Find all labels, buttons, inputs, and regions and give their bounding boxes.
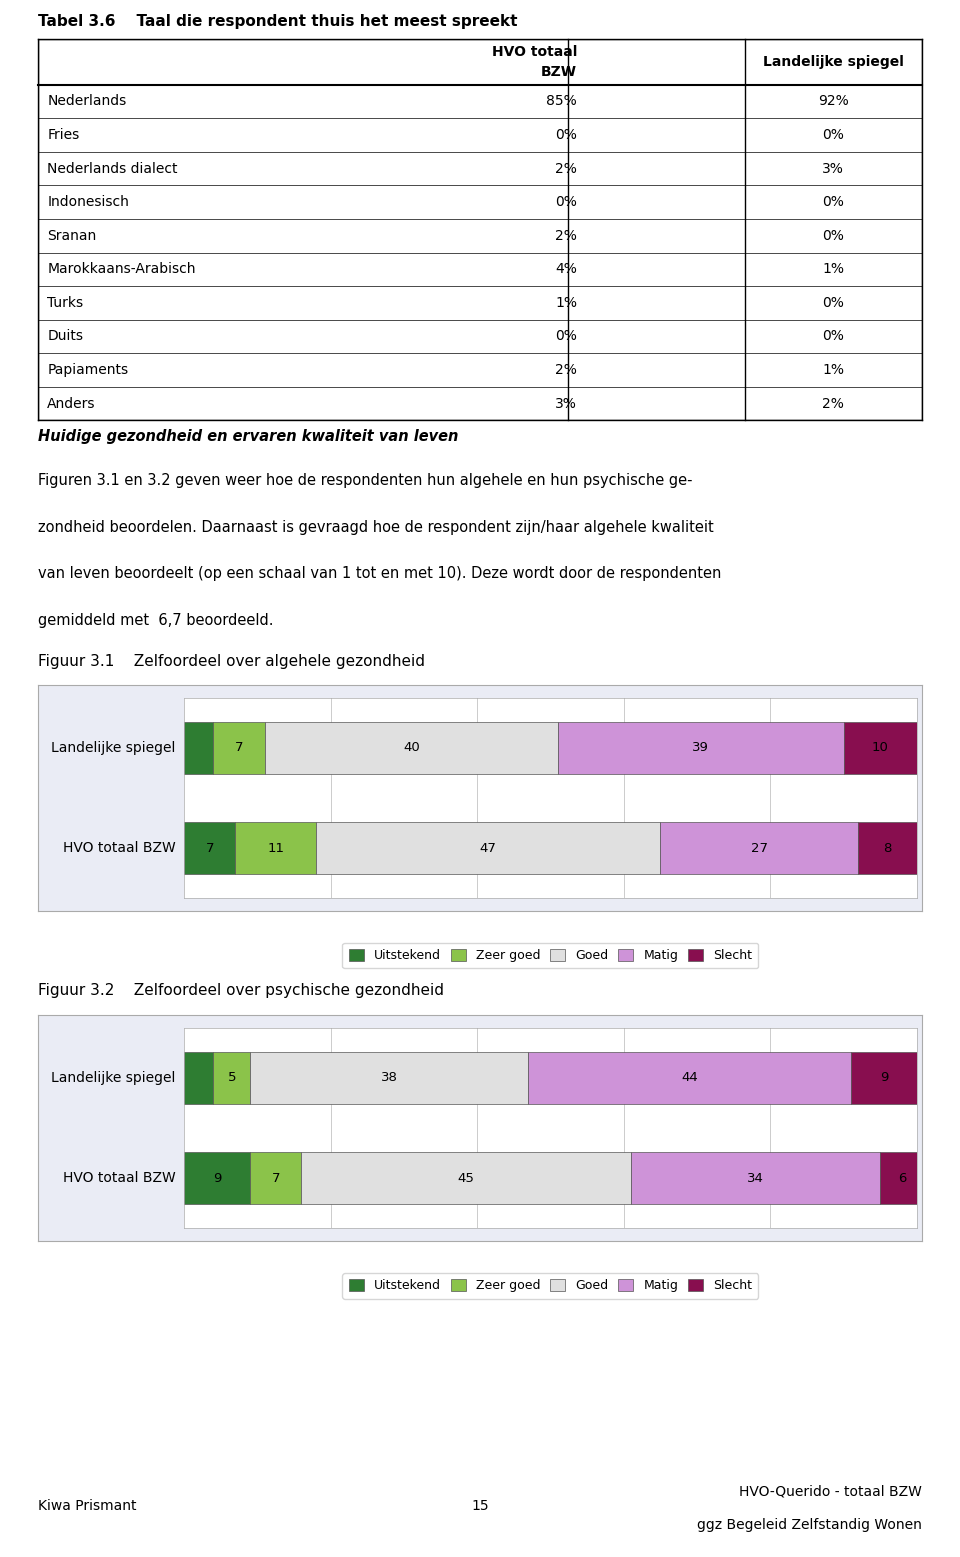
Text: ggz Begeleid Zelfstandig Wonen: ggz Begeleid Zelfstandig Wonen (697, 1518, 922, 1532)
Text: 0%: 0% (823, 330, 844, 344)
Text: 7: 7 (272, 1172, 280, 1185)
Bar (184, 721, 213, 774)
Text: Indonesisch: Indonesisch (47, 195, 129, 209)
Text: zondheid beoordelen. Daarnaast is gevraagd hoe de respondent zijn/haar algehele : zondheid beoordelen. Daarnaast is gevraa… (38, 520, 714, 534)
Text: 7: 7 (235, 741, 243, 754)
Text: 8: 8 (883, 842, 892, 855)
Bar (213, 721, 265, 774)
Text: 38: 38 (381, 1071, 397, 1084)
Text: 1%: 1% (555, 296, 577, 310)
Text: 0%: 0% (555, 195, 577, 209)
Text: 11: 11 (267, 842, 284, 855)
Text: 9: 9 (213, 1172, 222, 1185)
Bar (316, 822, 660, 875)
Text: Figuren 3.1 en 3.2 geven weer hoe de respondenten hun algehele en hun psychische: Figuren 3.1 en 3.2 geven weer hoe de res… (38, 473, 693, 489)
Text: Duits: Duits (47, 330, 84, 344)
Text: 5: 5 (228, 1071, 236, 1084)
Bar (235, 822, 316, 875)
Text: 34: 34 (747, 1172, 764, 1185)
Bar (265, 721, 558, 774)
Bar (184, 822, 235, 875)
Text: HVO-Querido - totaal BZW: HVO-Querido - totaal BZW (739, 1485, 922, 1499)
Text: 0%: 0% (823, 128, 844, 142)
Text: 0%: 0% (823, 229, 844, 243)
Text: van leven beoordeelt (op een schaal van 1 tot en met 10). Deze wordt door de res: van leven beoordeelt (op een schaal van … (38, 567, 722, 581)
Text: Turks: Turks (47, 296, 84, 310)
Text: 0%: 0% (823, 296, 844, 310)
Text: 1%: 1% (823, 363, 844, 377)
Text: 3%: 3% (555, 397, 577, 411)
Text: 45: 45 (458, 1172, 474, 1185)
Text: 85%: 85% (546, 95, 577, 109)
Text: 39: 39 (692, 741, 709, 754)
Text: HVO totaal: HVO totaal (492, 45, 577, 59)
Text: Nederlands: Nederlands (47, 95, 127, 109)
Text: 7: 7 (205, 842, 214, 855)
Bar (880, 1152, 924, 1205)
Bar (844, 721, 917, 774)
Bar (858, 822, 917, 875)
Text: Marokkaans-Arabisch: Marokkaans-Arabisch (47, 262, 196, 276)
Text: 92%: 92% (818, 95, 849, 109)
Text: BZW: BZW (541, 65, 577, 79)
Text: 2%: 2% (555, 162, 577, 176)
Text: 4%: 4% (555, 262, 577, 276)
Legend: Uitstekend, Zeer goed, Goed, Matig, Slecht: Uitstekend, Zeer goed, Goed, Matig, Slec… (343, 944, 758, 968)
Bar (213, 1051, 250, 1104)
Bar (250, 1051, 529, 1104)
Text: Figuur 3.1    Zelfoordeel over algehele gezondheid: Figuur 3.1 Zelfoordeel over algehele gez… (38, 654, 425, 670)
Bar (660, 822, 858, 875)
Text: 9: 9 (879, 1071, 888, 1084)
Legend: Uitstekend, Zeer goed, Goed, Matig, Slecht: Uitstekend, Zeer goed, Goed, Matig, Slec… (343, 1274, 758, 1299)
Bar (250, 1152, 301, 1205)
Text: 2%: 2% (555, 363, 577, 377)
Text: 0%: 0% (555, 128, 577, 142)
Text: Anders: Anders (47, 397, 96, 411)
Text: 1%: 1% (823, 262, 844, 276)
Text: 2%: 2% (555, 229, 577, 243)
Text: 2%: 2% (823, 397, 844, 411)
Bar (631, 1152, 880, 1205)
Text: Landelijke spiegel: Landelijke spiegel (51, 741, 176, 755)
Text: gemiddeld met  6,7 beoordeeld.: gemiddeld met 6,7 beoordeeld. (38, 613, 274, 627)
Text: Tabel 3.6    Taal die respondent thuis het meest spreekt: Tabel 3.6 Taal die respondent thuis het … (38, 14, 517, 30)
Text: 6: 6 (898, 1172, 906, 1185)
Text: 44: 44 (682, 1071, 698, 1084)
Text: Landelijke spiegel: Landelijke spiegel (763, 54, 903, 69)
Text: Fries: Fries (47, 128, 80, 142)
Bar (529, 1051, 851, 1104)
Text: Papiaments: Papiaments (47, 363, 129, 377)
Bar (851, 1051, 917, 1104)
Text: 47: 47 (480, 842, 496, 855)
Text: Kiwa Prismant: Kiwa Prismant (38, 1499, 137, 1512)
Text: HVO totaal BZW: HVO totaal BZW (62, 1171, 176, 1185)
Text: Nederlands dialect: Nederlands dialect (47, 162, 178, 176)
Text: 15: 15 (471, 1499, 489, 1512)
Text: 0%: 0% (555, 330, 577, 344)
Bar (184, 1152, 250, 1205)
Text: HVO totaal BZW: HVO totaal BZW (62, 841, 176, 855)
Text: Landelijke spiegel: Landelijke spiegel (51, 1071, 176, 1085)
Bar (184, 1051, 213, 1104)
Text: 3%: 3% (823, 162, 844, 176)
Text: Sranan: Sranan (47, 229, 97, 243)
Text: Huidige gezondheid en ervaren kwaliteit van leven: Huidige gezondheid en ervaren kwaliteit … (38, 428, 459, 444)
Bar (301, 1152, 631, 1205)
Text: 10: 10 (872, 741, 889, 754)
Text: 0%: 0% (823, 195, 844, 209)
Text: Figuur 3.2    Zelfoordeel over psychische gezondheid: Figuur 3.2 Zelfoordeel over psychische g… (38, 982, 444, 998)
Bar (558, 721, 844, 774)
Text: 40: 40 (403, 741, 420, 754)
Text: 27: 27 (751, 842, 768, 855)
